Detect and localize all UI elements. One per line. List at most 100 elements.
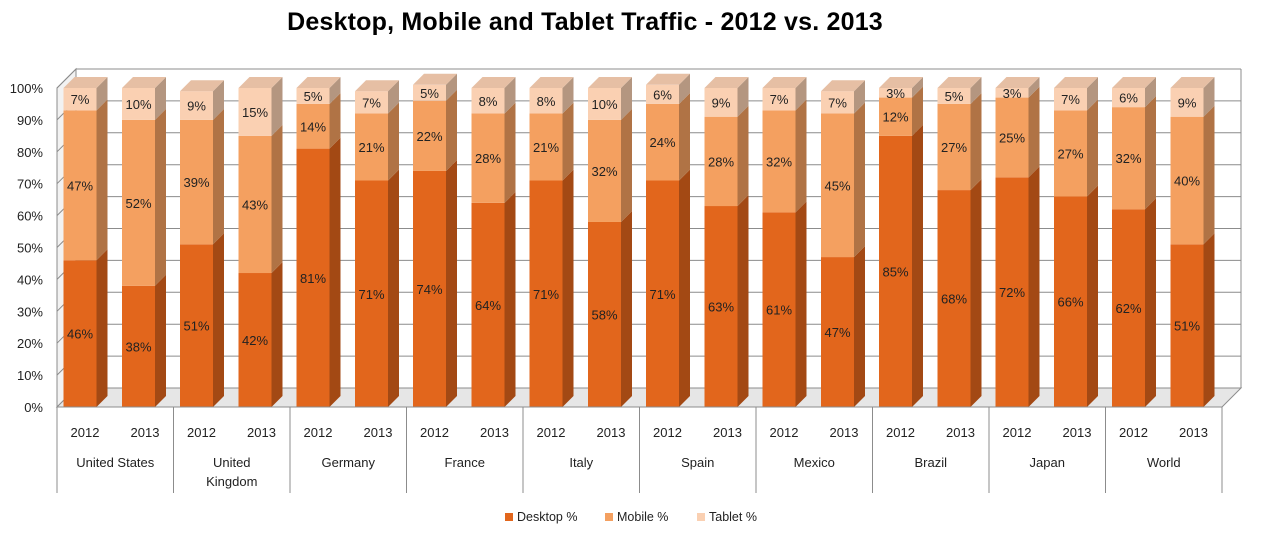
- bar-side-face: [504, 77, 516, 114]
- x-tick-label-year: 2013: [131, 425, 160, 440]
- x-tick-label-year: 2012: [653, 425, 682, 440]
- bar-segment-tablet: [821, 91, 854, 114]
- bar-side-face: [213, 233, 224, 407]
- data-label: 24%: [649, 135, 675, 150]
- bar-top-face: [1170, 77, 1215, 88]
- data-label: 7%: [770, 92, 789, 107]
- x-group-label: United: [213, 455, 251, 470]
- data-label: 5%: [945, 89, 964, 104]
- bar-side-face: [562, 77, 574, 114]
- data-label: 32%: [591, 164, 617, 179]
- x-tick-label-year: 2013: [247, 425, 276, 440]
- bar-top-face: [995, 77, 1040, 88]
- bar-segment-tablet: [995, 88, 1029, 98]
- bar-side-face: [1087, 99, 1098, 197]
- bar-segment-tablet: [180, 91, 213, 120]
- bar-segment-mobile: [296, 103, 330, 149]
- bar-side-face: [388, 80, 399, 114]
- bar-segment-desktop: [588, 221, 621, 407]
- bar-segment-desktop: [1170, 244, 1204, 407]
- bar-top-face: [355, 80, 399, 92]
- bar-top-face: [762, 77, 807, 88]
- bar-segment-mobile: [1170, 116, 1204, 245]
- bar-segment-tablet: [122, 88, 155, 120]
- data-label: 46%: [67, 327, 93, 342]
- bar-side-face: [388, 169, 399, 407]
- bar-segment-tablet: [1054, 88, 1087, 111]
- data-label: 8%: [479, 94, 498, 109]
- bar-segment-tablet: [1170, 88, 1204, 117]
- legend-item-tablet: Tablet %: [697, 510, 757, 524]
- bar-segment-desktop: [180, 244, 213, 407]
- x-tick-label-year: 2013: [946, 425, 975, 440]
- x-tick-label-year: 2012: [886, 425, 915, 440]
- data-label: 61%: [766, 303, 792, 318]
- bar-side-face: [155, 77, 166, 120]
- bar-top-face: [937, 77, 982, 88]
- legend-label-tablet: Tablet %: [709, 510, 757, 524]
- bar-segment-mobile: [355, 113, 388, 181]
- data-label: 21%: [533, 140, 559, 155]
- bar-side-face: [621, 210, 632, 407]
- data-label: 71%: [533, 287, 559, 302]
- bar-segment-tablet: [238, 88, 272, 136]
- bar-top-face: [1054, 77, 1098, 88]
- bar-segment-desktop: [879, 135, 912, 407]
- data-label: 21%: [358, 140, 384, 155]
- bar-side-face: [970, 77, 982, 104]
- x-tick-label-year: 2012: [187, 425, 216, 440]
- bar-side-face: [213, 108, 224, 245]
- data-label: 72%: [999, 285, 1025, 300]
- data-label: 22%: [416, 129, 442, 144]
- x-tick-label-year: 2013: [713, 425, 742, 440]
- bar-segment-mobile: [1112, 107, 1145, 210]
- bar-segment-mobile: [821, 113, 854, 258]
- x-group-label: Japan: [1030, 455, 1065, 470]
- data-label: 27%: [941, 140, 967, 155]
- x-group-label: France: [445, 455, 485, 470]
- data-label: 51%: [183, 319, 209, 334]
- bar-segment-tablet: [879, 88, 912, 98]
- bar-side-face: [329, 137, 341, 408]
- bar-segment-desktop: [821, 257, 854, 407]
- bar-side-face: [912, 124, 923, 407]
- data-label: 9%: [712, 95, 731, 110]
- bar-side-face: [854, 80, 865, 114]
- bar-side-face: [329, 92, 341, 149]
- data-label: 81%: [300, 271, 326, 286]
- data-label: 9%: [1178, 95, 1197, 110]
- bar-side-face: [679, 169, 690, 407]
- bar-segment-desktop: [1054, 196, 1087, 407]
- data-label: 14%: [300, 119, 326, 134]
- data-label: 39%: [183, 175, 209, 190]
- data-label: 47%: [67, 178, 93, 193]
- data-label: 7%: [71, 92, 90, 107]
- bar-segment-mobile: [646, 103, 679, 181]
- bar-side-face: [155, 274, 166, 407]
- bar-segment-mobile: [413, 100, 446, 171]
- data-label: 7%: [828, 95, 847, 110]
- data-label: 5%: [420, 86, 439, 101]
- bar-top-face: [471, 77, 516, 88]
- bar-segment-tablet: [704, 88, 738, 117]
- bar-side-face: [621, 108, 632, 222]
- data-label: 62%: [1115, 301, 1141, 316]
- y-tick-label: 100%: [10, 81, 44, 96]
- bar-side-face: [737, 195, 749, 407]
- bar-segment-mobile: [762, 110, 796, 213]
- bar-segment-mobile: [238, 135, 272, 274]
- bar-side-face: [504, 191, 516, 407]
- bar-side-face: [271, 77, 283, 136]
- bar-segment-desktop: [471, 202, 505, 407]
- y-tick-label: 0%: [24, 400, 43, 415]
- data-label: 85%: [882, 264, 908, 279]
- bar-side-face: [1203, 233, 1215, 407]
- bar-segment-desktop: [355, 180, 388, 407]
- legend-item-desktop: Desktop %: [505, 510, 577, 524]
- x-tick-label-year: 2012: [1119, 425, 1148, 440]
- bar-side-face: [446, 73, 457, 101]
- bar-side-face: [1145, 96, 1156, 210]
- bar-segment-desktop: [122, 285, 155, 407]
- x-tick-label-year: 2013: [364, 425, 393, 440]
